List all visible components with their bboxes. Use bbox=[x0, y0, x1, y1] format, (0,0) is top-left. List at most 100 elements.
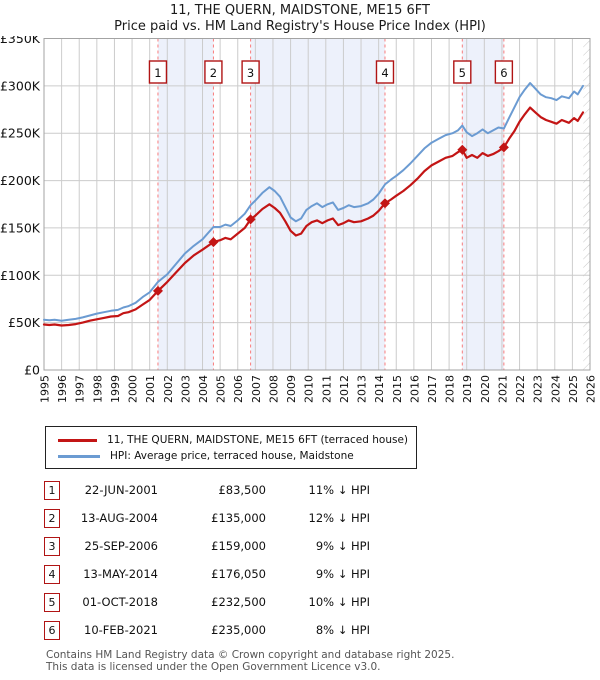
sale-vs-hpi: 8% ↓ HPI bbox=[315, 623, 370, 637]
sale-vs-hpi: 12% ↓ HPI bbox=[308, 511, 370, 525]
x-tick-label: 2026 bbox=[585, 375, 598, 403]
license-footer: Contains HM Land Registry data © Crown c… bbox=[46, 649, 600, 673]
sale-price: £232,500 bbox=[211, 595, 266, 609]
y-tick-label: £250K bbox=[0, 126, 41, 141]
sale-price: £159,000 bbox=[211, 539, 266, 553]
sale-marker bbox=[457, 144, 468, 155]
sale-vs-hpi: 9% ↓ HPI bbox=[315, 567, 370, 581]
price-paid-line-swatch bbox=[58, 438, 98, 442]
no-data-hatch bbox=[583, 38, 590, 370]
sale-marker bbox=[379, 198, 390, 209]
price-history-chart: 1 2 3 4 5 6 £0 £50K £100K £150K £200K £250K £300K £3… bbox=[0, 36, 598, 403]
sale-marker bbox=[208, 237, 219, 248]
x-tick-label: 1996 bbox=[56, 375, 69, 403]
x-tick-label: 2021 bbox=[496, 375, 509, 403]
gridlines bbox=[43, 38, 591, 371]
sale-number-box: 4 bbox=[44, 564, 60, 584]
x-tick-label: 2025 bbox=[567, 375, 580, 403]
x-tick-label: 2023 bbox=[532, 375, 545, 403]
sale-number-badges: 1 2 3 4 5 6 bbox=[148, 60, 514, 84]
sale-marker bbox=[498, 142, 509, 153]
table-row: 4 13-MAY-2014 £176,050 9% ↓ HPI bbox=[44, 560, 600, 588]
sale-number-badge-label: 2 bbox=[210, 66, 217, 80]
sale-number-box: 6 bbox=[44, 620, 60, 640]
sale-number-badge-label: 5 bbox=[459, 66, 466, 80]
y-tick-label: £50K bbox=[8, 315, 41, 330]
sale-number-badge bbox=[375, 60, 395, 84]
footer-line: Contains HM Land Registry data © Crown c… bbox=[46, 649, 455, 661]
sale-number-badge-label: 6 bbox=[500, 66, 507, 80]
sale-number-badge-label: 4 bbox=[381, 66, 388, 80]
x-tick-label: 2001 bbox=[144, 375, 157, 403]
sale-price: £135,000 bbox=[211, 511, 266, 525]
sale-price: £235,000 bbox=[211, 623, 266, 637]
x-tick-label: 2012 bbox=[338, 375, 351, 403]
ownership-band bbox=[157, 38, 214, 370]
table-row: 3 25-SEP-2006 £159,000 9% ↓ HPI bbox=[44, 532, 600, 560]
x-tick-label: 2004 bbox=[197, 375, 210, 403]
chart-titles: 11, THE QUERN, MAIDSTONE, ME15 6FT Price… bbox=[0, 0, 600, 36]
x-tick-label: 2008 bbox=[267, 375, 280, 403]
x-tick-label: 2006 bbox=[232, 375, 245, 403]
table-row: 2 13-AUG-2004 £135,000 12% ↓ HPI bbox=[44, 504, 600, 532]
footer-line: This data is licensed under the Open Gov… bbox=[46, 660, 381, 673]
y-tick-label: £200K bbox=[0, 173, 41, 188]
x-tick-label: 2018 bbox=[444, 375, 457, 403]
page-title: 11, THE QUERN, MAIDSTONE, ME15 6FT bbox=[170, 3, 430, 18]
x-tick-label: 2010 bbox=[303, 375, 316, 403]
x-tick-label: 2020 bbox=[479, 375, 492, 403]
legend-item-price-paid: 11, THE QUERN, MAIDSTONE, ME15 6FT (terr… bbox=[54, 432, 408, 448]
x-tick-label: 2002 bbox=[162, 375, 175, 403]
sale-number-badge-label: 3 bbox=[247, 66, 254, 80]
x-tick-label: 2011 bbox=[320, 375, 333, 403]
x-tick-label: 2013 bbox=[356, 375, 369, 403]
y-tick-label: £0 bbox=[24, 363, 40, 378]
table-row: 6 10-FEB-2021 £235,000 8% ↓ HPI bbox=[44, 616, 600, 644]
sale-number-box: 5 bbox=[44, 592, 60, 612]
y-tick-label: £300K bbox=[0, 78, 41, 93]
future-hatch-region bbox=[583, 38, 590, 370]
x-axis-labels: 1995 1996 1997 1998 1999 2000 2001 2002 2003 2004… bbox=[39, 375, 598, 403]
page-subtitle: Price paid vs. HM Land Registry's House … bbox=[114, 19, 486, 34]
sale-number-badge-label: 1 bbox=[154, 66, 161, 80]
sale-date: 13-MAY-2014 bbox=[83, 567, 158, 581]
y-tick-label: £350K bbox=[0, 36, 41, 46]
sale-vs-hpi: 11% ↓ HPI bbox=[308, 483, 370, 497]
legend-label: 11, THE QUERN, MAIDSTONE, ME15 6FT (terr… bbox=[107, 434, 408, 446]
sale-price: £83,500 bbox=[218, 483, 266, 497]
x-tick-label: 2007 bbox=[250, 375, 263, 403]
sale-number-badge bbox=[241, 60, 260, 84]
x-tick-label: 2015 bbox=[391, 375, 404, 403]
sale-number-box: 2 bbox=[44, 508, 60, 528]
x-tick-label: 2017 bbox=[426, 375, 439, 403]
ownership-period-bands bbox=[157, 38, 504, 370]
y-axis-labels: £0 £50K £100K £150K £200K £250K £300K £350K bbox=[0, 36, 41, 378]
sale-date: 22-JUN-2001 bbox=[84, 483, 158, 497]
sale-markers bbox=[152, 142, 509, 296]
sale-vs-hpi: 9% ↓ HPI bbox=[315, 539, 370, 553]
table-row: 1 22-JUN-2001 £83,500 11% ↓ HPI bbox=[44, 476, 600, 504]
ownership-band bbox=[462, 38, 504, 370]
x-tick-label: 2003 bbox=[179, 375, 192, 403]
sale-number-badge bbox=[494, 60, 514, 84]
table-row: 5 01-OCT-2018 £232,500 10% ↓ HPI bbox=[44, 588, 600, 616]
sale-price: £176,050 bbox=[211, 567, 266, 581]
x-tick-label: 1999 bbox=[109, 375, 122, 403]
sale-marker bbox=[245, 214, 256, 225]
hpi-line-swatch bbox=[58, 454, 100, 458]
legend-item-hpi: HPI: Average price, terraced house, Maid… bbox=[54, 448, 408, 464]
x-tick-label: 2005 bbox=[215, 375, 228, 403]
hpi-line bbox=[43, 82, 584, 322]
x-tick-label: 2016 bbox=[408, 375, 421, 403]
sale-vs-hpi: 10% ↓ HPI bbox=[308, 595, 370, 609]
sale-number-box: 3 bbox=[44, 536, 60, 556]
x-tick-label: 2022 bbox=[514, 375, 527, 403]
x-tick-label: 1998 bbox=[91, 375, 104, 403]
x-tick-label: 1995 bbox=[39, 375, 52, 403]
sale-date: 13-AUG-2004 bbox=[80, 511, 158, 525]
x-tick-label: 2009 bbox=[285, 375, 298, 403]
plot-border bbox=[43, 38, 591, 371]
x-tick-label: 2014 bbox=[373, 375, 386, 403]
legend-label: HPI: Average price, terraced house, Maid… bbox=[110, 450, 354, 462]
